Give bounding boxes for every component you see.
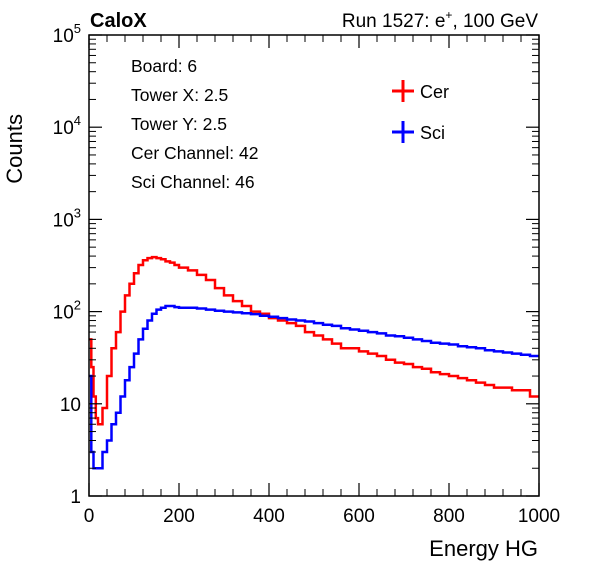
info-line: Tower Y: 2.5 — [131, 114, 227, 134]
x-tick-label: 400 — [253, 506, 285, 527]
y-tick-label: 10 — [60, 395, 81, 416]
legend-label-cer: Cer — [420, 82, 449, 102]
x-tick-label: 800 — [433, 506, 465, 527]
y-axis-label: Counts — [2, 114, 27, 184]
x-tick-label: 1000 — [518, 506, 560, 527]
series-cer-line — [89, 255, 539, 426]
info-line: Sci Channel: 46 — [131, 172, 255, 192]
info-line: Cer Channel: 42 — [131, 143, 258, 163]
info-line: Board: 6 — [131, 56, 197, 76]
y-tick-label: 105 — [53, 21, 81, 47]
x-axis-label: Energy HG — [429, 536, 538, 561]
legend-entry-cer: Cer — [392, 80, 449, 102]
legend-label-sci: Sci — [420, 123, 445, 143]
legend-entry-sci: Sci — [392, 121, 445, 143]
x-tick-label: 0 — [84, 506, 95, 527]
x-tick-label: 600 — [343, 506, 375, 527]
y-tick-label: 104 — [53, 113, 81, 139]
x-tick-label: 200 — [163, 506, 195, 527]
series-layer — [89, 255, 539, 470]
y-tick-label: 102 — [53, 298, 81, 324]
info-line: Tower X: 2.5 — [131, 85, 228, 105]
series-sci-line — [89, 304, 539, 470]
brand-label: CaloX — [90, 10, 147, 32]
y-tick-label: 1 — [70, 487, 81, 508]
y-tick-label: 103 — [53, 205, 81, 231]
legend: Cer Sci — [392, 80, 449, 143]
axis-layer: 0 200 400 600 800 1000 1 10 102 103 104 105 — [53, 21, 561, 527]
run-label: Run 1527: e+, 100 GeV — [342, 8, 538, 32]
plot-frame — [88, 34, 540, 497]
info-box: Board: 6 Tower X: 2.5 Tower Y: 2.5 Cer Chan… — [131, 56, 258, 192]
